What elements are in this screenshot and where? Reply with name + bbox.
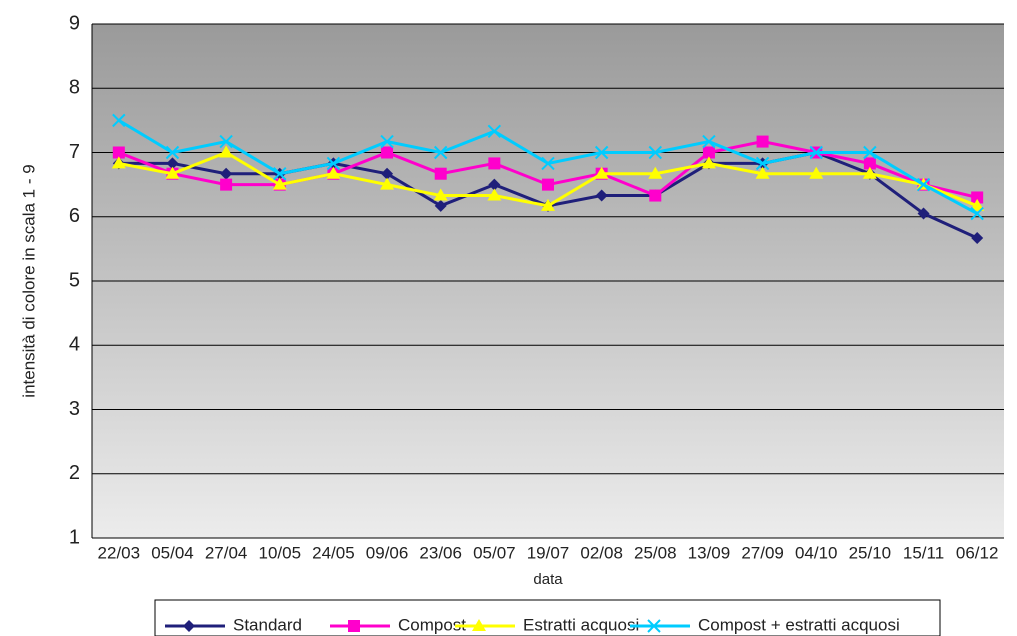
y-tick-label: 5 xyxy=(69,269,80,291)
legend-marker xyxy=(348,620,360,632)
data-point xyxy=(755,166,770,179)
x-tick-label: 25/10 xyxy=(849,543,892,562)
data-point xyxy=(487,188,502,201)
x-tick-label: 15/11 xyxy=(903,543,944,562)
data-point xyxy=(326,156,341,171)
data-point xyxy=(111,156,126,169)
data-point xyxy=(594,145,609,160)
data-point xyxy=(916,177,931,192)
data-point xyxy=(220,178,233,191)
x-tick-label: 02/08 xyxy=(580,543,623,562)
data-point xyxy=(541,198,555,211)
x-tick-label: 22/03 xyxy=(98,543,141,562)
data-point xyxy=(165,166,180,179)
x-tick-label: 27/04 xyxy=(205,543,248,562)
y-tick-label: 6 xyxy=(69,205,80,227)
data-point xyxy=(702,134,716,149)
y-tick-label: 9 xyxy=(69,12,80,34)
x-tick-label: 13/09 xyxy=(688,543,731,562)
data-point xyxy=(433,188,448,201)
legend-label: Compost + estratti acquosi xyxy=(698,615,900,634)
data-point xyxy=(542,178,554,191)
y-tick-label: 2 xyxy=(69,462,80,484)
y-axis-label: intensità di colore in scala 1 - 9 xyxy=(19,164,38,397)
x-tick-label: 05/04 xyxy=(151,543,194,562)
y-tick-label: 4 xyxy=(69,334,80,356)
x-tick-label: 10/05 xyxy=(258,543,301,562)
data-point xyxy=(381,146,394,159)
legend-label: Compost xyxy=(398,615,466,634)
data-point xyxy=(970,206,984,221)
data-point xyxy=(648,145,663,160)
data-point xyxy=(272,177,287,190)
data-point xyxy=(380,177,395,190)
data-point xyxy=(434,199,447,212)
data-point xyxy=(380,134,394,149)
data-point xyxy=(112,146,125,159)
data-point xyxy=(219,134,233,149)
data-point xyxy=(594,166,609,179)
data-point xyxy=(273,166,287,181)
legend-marker xyxy=(647,619,661,633)
data-point xyxy=(433,145,448,160)
x-tick-label: 23/06 xyxy=(419,543,462,562)
data-point xyxy=(381,167,394,180)
x-tick-label: 24/05 xyxy=(312,543,355,562)
x-tick-label: 09/06 xyxy=(366,543,409,562)
x-tick-label: 06/12 xyxy=(956,543,999,562)
x-tick-label: 19/07 xyxy=(527,543,570,562)
data-point xyxy=(809,166,824,179)
data-point xyxy=(595,189,608,202)
data-point xyxy=(488,178,501,191)
data-point xyxy=(326,166,341,179)
y-tick-label: 1 xyxy=(69,526,80,548)
data-point xyxy=(434,167,447,180)
data-point xyxy=(488,157,501,170)
data-point xyxy=(862,166,877,179)
data-point xyxy=(112,113,126,128)
data-point xyxy=(701,156,716,169)
data-point xyxy=(809,145,823,160)
y-tick-label: 7 xyxy=(69,141,80,163)
legend-marker xyxy=(472,619,486,631)
data-point xyxy=(165,145,180,160)
legend-box xyxy=(154,599,941,636)
data-point xyxy=(971,231,984,244)
legend-label: Standard xyxy=(233,615,302,634)
data-point xyxy=(219,145,234,158)
data-point xyxy=(755,156,770,171)
x-tick-label: 05/07 xyxy=(473,543,516,562)
data-point xyxy=(917,207,930,220)
legend-marker xyxy=(183,620,195,632)
data-point xyxy=(702,146,715,159)
data-point xyxy=(166,157,179,170)
data-point xyxy=(863,145,877,160)
data-point xyxy=(971,191,984,204)
x-tick-label: 27/09 xyxy=(741,543,784,562)
data-point xyxy=(541,156,555,171)
x-tick-label: 04/10 xyxy=(795,543,838,562)
y-tick-label: 3 xyxy=(69,398,80,420)
data-point xyxy=(649,189,662,202)
data-point xyxy=(648,166,663,179)
legend-label: Estratti acquosi xyxy=(523,615,639,634)
data-point xyxy=(970,198,985,211)
y-tick-label: 8 xyxy=(69,77,80,99)
data-point xyxy=(220,167,233,180)
x-tick-label: 25/08 xyxy=(634,543,677,562)
data-point xyxy=(487,124,502,139)
data-point xyxy=(756,135,769,148)
data-point xyxy=(863,157,876,170)
x-axis-label: data xyxy=(533,571,563,588)
